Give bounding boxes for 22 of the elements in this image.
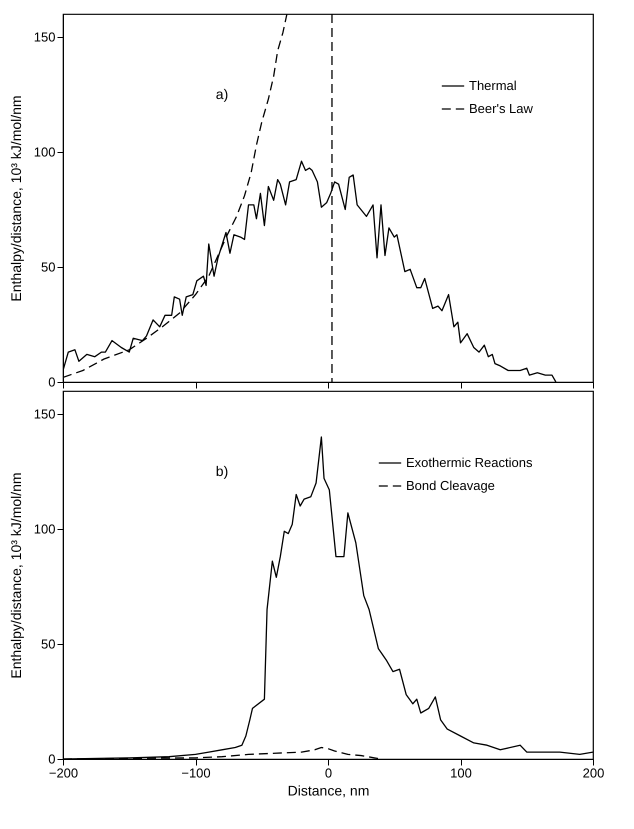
y-tick-label: 0 [48,374,56,390]
legend-label: Exothermic Reactions [406,455,533,470]
x-tick-label: 200 [582,766,604,780]
x-tick-label: 0 [324,766,332,780]
legend-label: Beer's Law [469,101,534,116]
x-tick-label: −200 [48,766,78,780]
y-tick-label: 0 [48,752,56,766]
y-axis-title: Enthalpy/distance, 10³ kJ/mol/nm [8,95,24,302]
y-tick-label: 50 [41,636,56,652]
annotation: a) [216,86,228,102]
x-tick-label: 100 [450,766,472,780]
legend-label: Bond Cleavage [406,478,495,493]
y-axis-title: Enthalpy/distance, 10³ kJ/mol/nm [8,472,24,679]
y-tick-label: 150 [34,406,56,422]
x-tick-label: −100 [181,766,211,780]
annotation: b) [216,462,228,479]
y-tick-label: 50 [41,260,56,274]
x-axis-title: Distance, nm [288,782,370,798]
y-tick-label: 100 [34,144,56,160]
legend-label: Thermal [469,78,517,93]
y-tick-label: 100 [34,522,56,536]
y-tick-label: 150 [34,30,56,44]
